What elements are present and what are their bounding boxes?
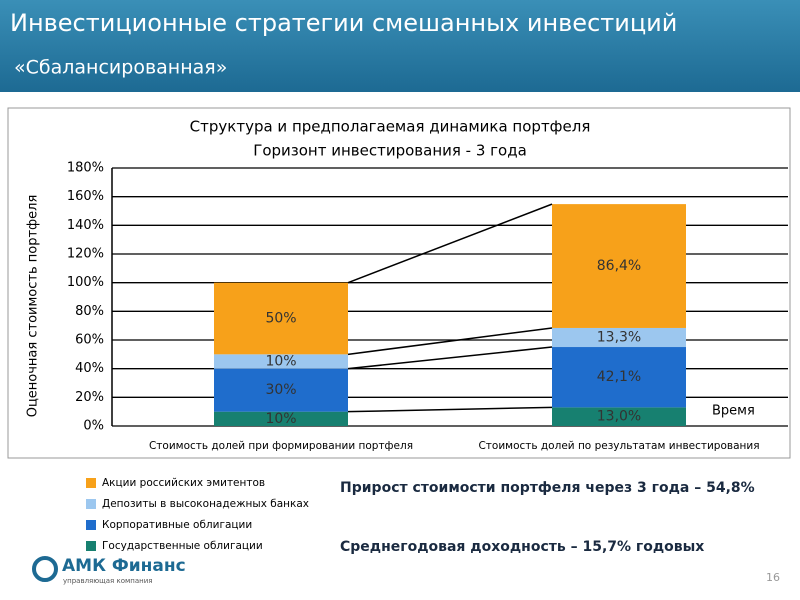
- growth-note: Прирост стоимости портфеля через 3 года …: [340, 480, 755, 496]
- legend-swatch: [86, 520, 96, 530]
- yield-note: Среднегодовая доходность – 15,7% годовых: [340, 539, 704, 555]
- page-number: 16: [766, 571, 780, 584]
- value-label: 10%: [265, 354, 296, 370]
- value-label: 42,1%: [597, 369, 641, 385]
- logo: АМК Финанс: [62, 556, 186, 576]
- slide-subtitle: «Сбалансированная»: [14, 57, 227, 79]
- value-label: 30%: [265, 382, 296, 398]
- y-tick-label: 0%: [83, 419, 104, 434]
- y-tick-label: 80%: [75, 304, 104, 319]
- bar-segment: [214, 368, 348, 412]
- y-tick-label: 160%: [67, 189, 104, 204]
- bar-segment: [552, 327, 686, 348]
- legend-swatch: [86, 499, 96, 509]
- legend-label: Акции российских эмитентов: [102, 477, 265, 489]
- y-tick-label: 140%: [67, 218, 104, 233]
- x-tick-label: Стоимость долей по результатам инвестиро…: [478, 440, 759, 452]
- header-band: [0, 0, 800, 92]
- y-tick-label: 100%: [67, 275, 104, 290]
- logo-tagline: управляющая компания: [63, 577, 152, 585]
- y-tick-label: 20%: [75, 390, 104, 405]
- value-label: 13,3%: [597, 329, 641, 345]
- value-label: 86,4%: [597, 258, 641, 274]
- legend-label: Депозиты в высоконадежных банках: [102, 498, 309, 510]
- annotation: Время: [712, 404, 755, 419]
- value-label: 50%: [265, 311, 296, 327]
- bar-segment: [552, 347, 686, 408]
- logo-icon: [32, 556, 58, 582]
- slide-title: Инвестиционные стратегии смешанных инвес…: [10, 9, 677, 37]
- value-label: 13,0%: [597, 409, 641, 425]
- chart-subtitle: Горизонт инвестирования - 3 года: [253, 142, 527, 160]
- legend-swatch: [86, 541, 96, 551]
- connector: [347, 203, 553, 284]
- legend-swatch: [86, 478, 96, 488]
- bar-segment: [552, 407, 686, 426]
- x-tick-label: Стоимость долей при формировании портфел…: [149, 440, 413, 452]
- bar-segment: [552, 204, 686, 328]
- legend-label: Корпоративные облигации: [102, 519, 252, 531]
- bar-segment: [214, 282, 348, 355]
- connector: [347, 406, 553, 413]
- legend-label: Государственные облигации: [102, 540, 263, 552]
- y-tick-label: 60%: [75, 333, 104, 348]
- y-axis-title: Оценочная стоимость портфеля: [26, 195, 41, 418]
- value-label: 10%: [265, 411, 296, 427]
- y-tick-label: 40%: [75, 361, 104, 376]
- y-tick-label: 120%: [67, 247, 104, 262]
- bar-segment: [214, 411, 348, 426]
- bar-segment: [214, 354, 348, 369]
- connector: [347, 346, 553, 370]
- y-tick-label: 180%: [67, 161, 104, 176]
- connector: [347, 327, 553, 356]
- chart-title: Структура и предполагаемая динамика порт…: [190, 118, 591, 136]
